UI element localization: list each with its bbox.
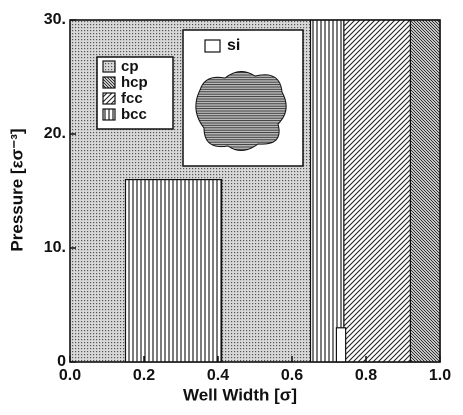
y-axis-label: Pressure [εσ⁻³]: [7, 128, 26, 251]
y-tick-label: 10.: [44, 239, 66, 256]
inset: si: [183, 30, 303, 166]
legend-label: hcp: [121, 74, 148, 91]
phase-region: [126, 180, 222, 362]
chart: Well Width [σ] Pressure [εσ⁻³] si cphcpf…: [0, 0, 463, 410]
legend-swatch: [103, 93, 115, 104]
x-tick-label: 0.8: [355, 367, 377, 384]
y-tick-label: 30.: [44, 11, 66, 28]
legend-label: cp: [121, 58, 139, 75]
phase-region: [344, 20, 411, 362]
phase-region: [336, 328, 345, 362]
legend-swatch: [103, 77, 115, 88]
y-tick-label: 20.: [44, 125, 66, 142]
legend-label: fcc: [121, 90, 143, 107]
y-tick-label: 0: [57, 353, 66, 370]
legend-swatch: [103, 61, 115, 72]
x-tick-label: 1.0: [429, 367, 451, 384]
legend-label: si: [227, 37, 240, 54]
x-tick-label: 0.6: [281, 367, 303, 384]
phase-region: [410, 20, 440, 362]
x-tick-label: 0.4: [207, 367, 229, 384]
phase-region: [311, 20, 344, 362]
x-tick-label: 0.2: [133, 367, 155, 384]
legend-label: bcc: [121, 106, 147, 123]
x-axis-label: Well Width [σ]: [183, 385, 297, 404]
inset-shape: [196, 71, 286, 150]
legend-swatch: [205, 40, 220, 52]
legend-swatch: [103, 109, 115, 120]
